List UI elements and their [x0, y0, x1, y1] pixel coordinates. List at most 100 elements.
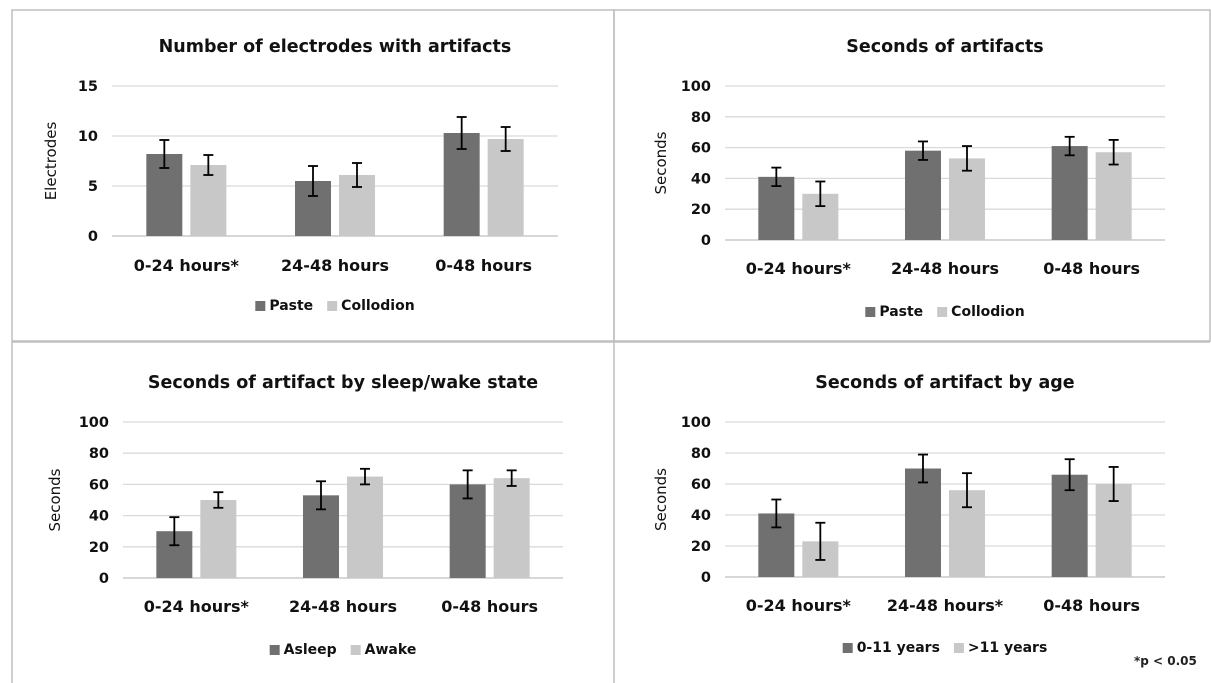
error-bar: [500, 126, 511, 152]
x-tick-label: 24-48 hours: [289, 597, 397, 616]
y-tick-label: 100: [681, 79, 711, 95]
panel-frame: [613, 9, 1211, 342]
chart-panel-4: Seconds of artifact by age 0 20 40 60 80 100 Se…: [652, 373, 1165, 656]
bar-collodion: [949, 158, 985, 240]
y-tick-label: 100: [79, 415, 109, 431]
x-tick-label: 0-24 hours*: [746, 259, 852, 278]
y-axis-label: Seconds: [652, 468, 670, 531]
error-bar: [962, 472, 972, 509]
error-bar: [213, 491, 224, 509]
bar-awake: [200, 500, 237, 578]
error-bar: [203, 154, 214, 176]
error-bar: [462, 469, 473, 500]
y-tick-label: 40: [89, 509, 109, 525]
y-tick-label: 15: [78, 79, 98, 95]
legend-label: 0-11 years: [857, 640, 940, 656]
legend-swatch: [842, 643, 853, 653]
legend-swatch: [255, 301, 266, 311]
chart-panel-2: Seconds of artifacts 0 20 40 60 80 100 Seconds 0…: [652, 37, 1165, 320]
y-tick-label: 40: [691, 508, 711, 524]
error-bar: [815, 521, 826, 561]
legend-label: Collodion: [951, 304, 1025, 320]
bar-collodion: [190, 165, 227, 236]
error-bar: [316, 480, 326, 511]
legend-label: Paste: [269, 298, 313, 314]
error-bar: [1064, 135, 1075, 157]
error-bar: [918, 140, 928, 161]
chart-title: Seconds of artifact by age: [815, 373, 1075, 393]
y-tick-label: 5: [88, 179, 98, 195]
y-tick-label: 100: [681, 415, 711, 431]
error-bar: [1108, 138, 1119, 166]
x-tick-label: 0-48 hours: [441, 597, 538, 616]
bar-0-11-years: [905, 468, 941, 577]
x-tick-label: 24-48 hours: [281, 256, 389, 275]
x-tick-label: 0-48 hours: [435, 256, 532, 275]
error-bar: [1108, 466, 1119, 502]
y-tick-label: 60: [89, 477, 109, 493]
legend-swatch: [269, 645, 280, 655]
legend: Paste Collodion: [865, 304, 1025, 320]
bar-awake: [493, 478, 530, 578]
x-tick-label: 24-48 hours*: [887, 596, 1004, 615]
y-tick-label: 40: [691, 171, 711, 187]
chart-panel-3: Seconds of artifact by sleep/wake state 0…: [46, 373, 563, 658]
legend-label: Paste: [879, 304, 923, 320]
legend-swatch: [350, 645, 361, 655]
legend-label: Asleep: [284, 642, 337, 658]
error-bar: [159, 139, 170, 169]
legend: 0-11 years >11 years: [842, 640, 1047, 656]
bar-0-11-years: [1051, 474, 1088, 577]
chart-title: Number of electrodes with artifacts: [159, 37, 512, 57]
legend-swatch: [865, 307, 876, 317]
x-tick-label: 0-48 hours: [1043, 259, 1140, 278]
bar-paste: [758, 176, 795, 240]
bar-collodion: [487, 139, 524, 236]
error-bar: [169, 516, 180, 547]
error-bar: [815, 180, 826, 208]
legend-swatch: [327, 301, 338, 311]
chart-panel-1: Number of electrodes with artifacts 0 5 10 1…: [42, 37, 558, 314]
bar-collodion: [1095, 152, 1132, 240]
error-bar: [456, 116, 467, 150]
error-bar: [506, 469, 517, 487]
x-tick-label: 24-48 hours: [891, 259, 999, 278]
y-axis-label: Seconds: [46, 468, 64, 531]
y-tick-label: 0: [701, 233, 711, 249]
error-bar: [1064, 458, 1075, 492]
error-bar: [771, 166, 782, 188]
y-tick-label: 0: [88, 229, 98, 245]
y-tick-label: 20: [691, 539, 711, 555]
legend: Paste Collodion: [255, 298, 415, 314]
y-tick-label: 80: [89, 446, 109, 462]
y-axis-label: Electrodes: [42, 122, 60, 201]
legend-label: >11 years: [968, 640, 1047, 656]
legend-swatch: [953, 643, 964, 653]
x-tick-label: 0-48 hours: [1043, 596, 1140, 615]
bar-paste: [905, 150, 941, 240]
y-axis-label: Seconds: [652, 131, 670, 194]
bar-paste: [443, 133, 480, 236]
bar-paste: [1051, 146, 1088, 240]
y-tick-label: 0: [701, 570, 711, 586]
y-tick-label: 20: [89, 540, 109, 556]
y-tick-label: 0: [99, 571, 109, 587]
bar-awake: [347, 476, 383, 578]
x-tick-label: 0-24 hours*: [746, 596, 852, 615]
y-tick-label: 80: [691, 446, 711, 462]
error-bar: [962, 145, 972, 172]
y-tick-label: 10: [78, 129, 98, 145]
x-tick-label: 0-24 hours*: [134, 256, 240, 275]
x-tick-label: 0-24 hours*: [144, 597, 250, 616]
error-bar: [308, 165, 318, 197]
y-tick-label: 80: [691, 110, 711, 126]
significance-footnote: *p < 0.05: [1134, 654, 1197, 668]
chart-title: Seconds of artifacts: [846, 37, 1043, 57]
error-bar: [360, 467, 370, 486]
error-bar: [771, 498, 782, 529]
y-tick-label: 20: [691, 202, 711, 218]
chart-title: Seconds of artifact by sleep/wake state: [148, 373, 538, 393]
y-tick-label: 60: [691, 141, 711, 157]
legend-label: Collodion: [341, 298, 415, 314]
